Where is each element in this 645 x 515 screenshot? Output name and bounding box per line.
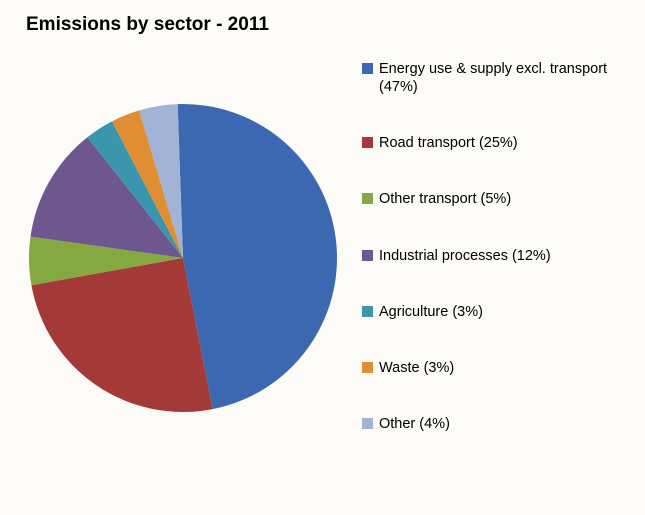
legend: Energy use & supply excl. transport (47%… (362, 60, 632, 471)
legend-swatch (362, 137, 373, 148)
legend-label: Other transport (5%) (379, 190, 632, 208)
legend-swatch (362, 193, 373, 204)
legend-swatch (362, 418, 373, 429)
legend-label: Agriculture (3%) (379, 303, 632, 321)
legend-item: Waste (3%) (362, 359, 632, 377)
legend-label: Other (4%) (379, 415, 632, 433)
legend-item: Energy use & supply excl. transport (47%… (362, 60, 632, 96)
legend-label: Road transport (25%) (379, 134, 632, 152)
legend-item: Industrial processes (12%) (362, 247, 632, 265)
legend-item: Other (4%) (362, 415, 632, 433)
pie-chart (28, 96, 338, 425)
legend-label: Industrial processes (12%) (379, 247, 632, 265)
legend-label: Energy use & supply excl. transport (47%… (379, 60, 632, 96)
legend-item: Other transport (5%) (362, 190, 632, 208)
legend-swatch (362, 250, 373, 261)
legend-label: Waste (3%) (379, 359, 632, 377)
legend-swatch (362, 362, 373, 373)
pie-slice (31, 258, 212, 412)
chart-title: Emissions by sector - 2011 (26, 14, 269, 36)
chart-container: Emissions by sector - 2011 Energy use & … (0, 0, 645, 515)
legend-swatch (362, 306, 373, 317)
legend-item: Road transport (25%) (362, 134, 632, 152)
legend-item: Agriculture (3%) (362, 303, 632, 321)
legend-swatch (362, 63, 373, 74)
